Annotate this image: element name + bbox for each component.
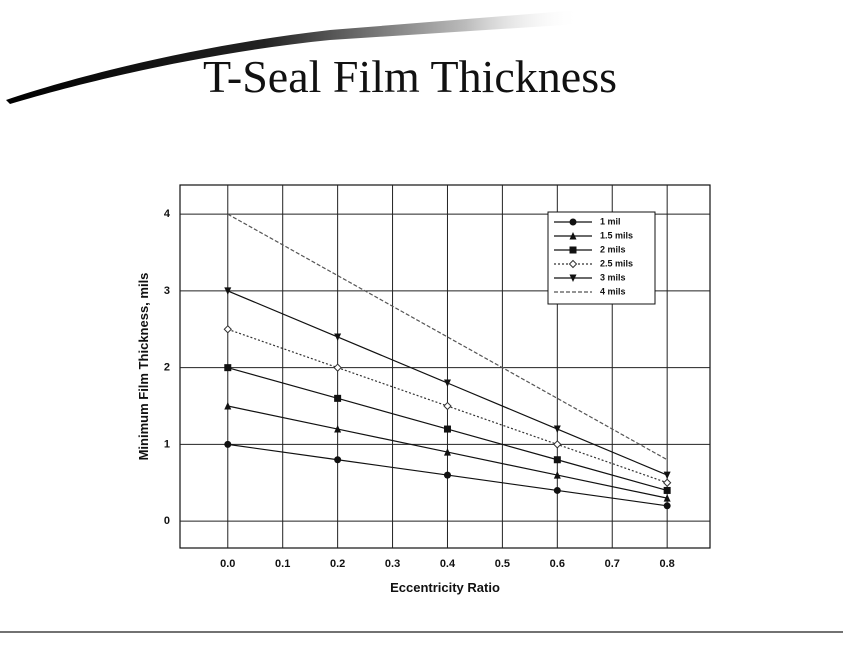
y-tick-label: 0 — [164, 515, 170, 527]
marker — [224, 364, 232, 372]
marker — [334, 425, 342, 433]
marker — [568, 259, 578, 269]
marker — [553, 440, 562, 449]
x-tick-label: 0.8 — [660, 558, 675, 570]
x-tick-label: 0.1 — [275, 558, 290, 570]
x-tick-label: 0.6 — [550, 558, 565, 570]
legend-label: 2.5 mils — [600, 258, 633, 268]
marker — [663, 486, 671, 494]
marker — [223, 325, 232, 334]
marker — [553, 486, 561, 494]
legend-label: 1.5 mils — [600, 230, 633, 240]
marker — [334, 333, 342, 341]
marker — [569, 232, 577, 240]
marker — [443, 401, 452, 411]
marker — [334, 394, 342, 402]
legend-label: 4 mils — [600, 286, 626, 296]
marker — [224, 402, 232, 410]
marker — [443, 425, 451, 433]
x-tick-label: 0.4 — [440, 558, 456, 570]
marker — [443, 448, 451, 456]
swoosh-decoration — [6, 10, 580, 104]
marker — [662, 478, 672, 487]
marker — [334, 456, 342, 464]
x-tick-label: 0.0 — [220, 558, 235, 570]
marker — [553, 425, 561, 434]
legend-label: 3 mils — [600, 272, 626, 282]
marker — [663, 494, 671, 502]
legend-label: 1 mil — [600, 216, 621, 226]
x-tick-label: 0.7 — [605, 558, 620, 570]
marker — [569, 246, 577, 254]
marker — [553, 456, 561, 464]
x-axis-label: Eccentricity Ratio — [390, 580, 500, 595]
plot: 0 1 2 3 4 0.0 0.1 0.2 0.3 0.4 0.5 0.6 0.7 0.8 Eccentri… — [136, 184, 711, 595]
x-tick-label: 0.2 — [330, 558, 345, 570]
x-tick-label: 0.5 — [495, 558, 510, 570]
marker — [663, 471, 671, 480]
marker — [553, 471, 561, 479]
slide-title: T-Seal Film Thickness — [203, 51, 617, 102]
legend-box — [547, 211, 656, 305]
marker — [663, 502, 671, 510]
marker — [224, 287, 232, 295]
marker — [569, 218, 577, 226]
y-axis-label: Minimum Film Thickness, mils — [136, 273, 151, 461]
y-tick-label: 2 — [164, 362, 170, 374]
marker — [443, 471, 451, 479]
legend-label: 2 mils — [600, 244, 626, 254]
marker — [443, 379, 451, 387]
y-tick-label: 1 — [164, 438, 170, 450]
x-tick-label: 0.3 — [385, 558, 400, 570]
y-tick-label: 4 — [164, 208, 171, 220]
legend: 1 mil 1.5 mils 2 mils 2.5 mils 3 mils 4 mils — [547, 211, 656, 305]
marker — [333, 363, 342, 372]
y-tick-label: 3 — [164, 285, 170, 297]
marker — [569, 274, 577, 282]
marker — [224, 440, 232, 448]
